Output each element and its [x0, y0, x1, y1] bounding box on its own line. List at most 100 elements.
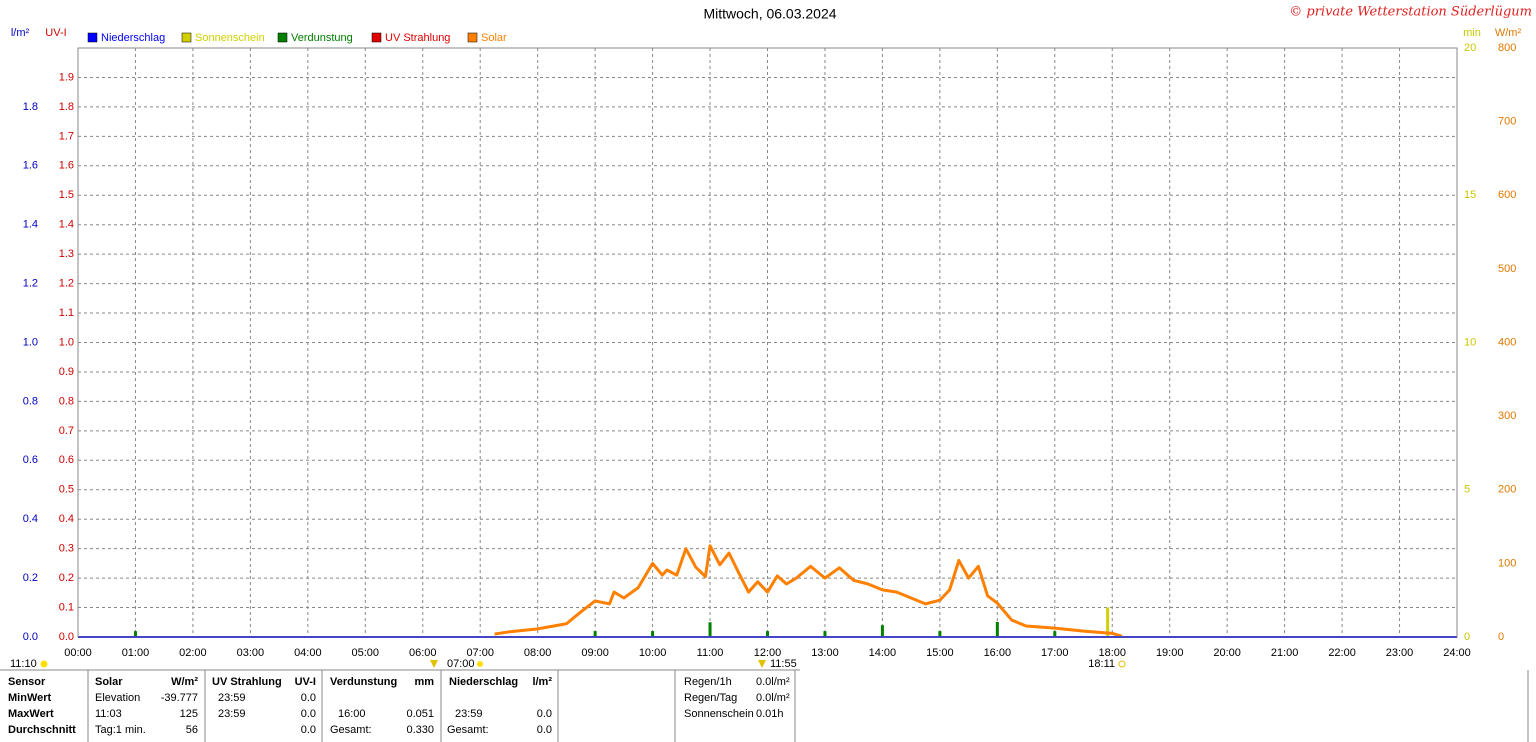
y-tick-label: 1.8 — [23, 101, 38, 113]
y-tick-label: 1.4 — [59, 219, 74, 231]
y-tick-label: 0.7 — [59, 425, 74, 437]
bar — [766, 631, 769, 637]
y-tick-label: 1.2 — [59, 278, 74, 290]
sun-icon — [1118, 660, 1126, 668]
legend-label: UV Strahlung — [385, 32, 450, 44]
legend-label: Niederschlag — [101, 32, 165, 44]
table-cell: 0.330 — [406, 724, 434, 736]
x-tick-label: 14:00 — [869, 647, 897, 659]
y-tick-label: 1.8 — [59, 101, 74, 113]
table-cell: Tag:1 min. — [95, 724, 146, 736]
y-tick-label: 10 — [1464, 336, 1476, 348]
y-tick-label: 0.2 — [59, 572, 74, 584]
y-tick-label: 15 — [1464, 189, 1476, 201]
y-tick-label: 0.8 — [23, 395, 38, 407]
table-header: W/m² — [171, 676, 198, 688]
bar — [1053, 631, 1057, 637]
bar — [708, 622, 712, 637]
table-header: Niederschlag — [449, 676, 518, 688]
y-tick-label: 1.5 — [59, 189, 74, 201]
y-tick-label: 1.6 — [23, 160, 38, 172]
axis-label: W/m² — [1495, 27, 1522, 39]
legend-swatch — [371, 32, 382, 43]
table-cell: Elevation — [95, 692, 140, 704]
marker-icon — [758, 660, 766, 668]
y-tick-label: 300 — [1498, 410, 1516, 422]
y-tick-label: 200 — [1498, 484, 1516, 496]
table-cell: 23:59 — [218, 708, 246, 720]
y-tick-label: 0 — [1498, 631, 1504, 643]
x-tick-label: 18:00 — [1098, 647, 1126, 659]
y-tick-label: 0.8 — [59, 395, 74, 407]
x-tick-label: 11:00 — [697, 647, 724, 659]
summary-label: Sonnenschein — [684, 708, 754, 720]
table-cell: 0.0 — [537, 708, 552, 720]
legend-label: Solar — [481, 32, 507, 44]
summary-label: Regen/1h — [684, 676, 732, 688]
table-cell: 0.0 — [537, 724, 552, 736]
y-tick-label: 0.2 — [23, 572, 38, 584]
table-cell: 56 — [186, 724, 198, 736]
y-tick-label: 1.0 — [59, 336, 74, 348]
table-cell: 0.051 — [406, 708, 434, 720]
x-tick-label: 00:00 — [64, 647, 92, 659]
bar — [995, 621, 999, 637]
y-tick-label: 400 — [1498, 336, 1516, 348]
y-tick-label: 1.4 — [23, 219, 38, 231]
table-cell: MinWert — [8, 692, 52, 704]
table-cell: 0.0 — [301, 692, 316, 704]
x-tick-label: 13:00 — [811, 647, 839, 659]
y-tick-label: 1.2 — [23, 278, 38, 290]
table-cell: 0.0 — [301, 724, 316, 736]
table-header: l/m² — [532, 676, 552, 688]
y-tick-label: 700 — [1498, 116, 1516, 128]
table-header: Solar — [95, 676, 123, 688]
y-tick-label: 500 — [1498, 263, 1516, 275]
y-tick-label: 0.5 — [59, 484, 74, 496]
y-tick-label: 0.0 — [23, 631, 38, 643]
legend-swatch — [181, 32, 192, 43]
table-cell: 125 — [180, 708, 198, 720]
table-cell: Gesamt: — [447, 724, 489, 736]
x-tick-label: 05:00 — [352, 647, 380, 659]
table-cell: 11:03 — [95, 708, 122, 720]
summary-value: 0.0l/m² — [756, 676, 790, 688]
y-tick-label: 0.6 — [59, 454, 74, 466]
y-tick-label: 1.9 — [59, 71, 74, 83]
axis-label: min — [1463, 27, 1481, 39]
table-cell: 16:00 — [338, 708, 366, 720]
axis-label: l/m² — [11, 27, 30, 39]
x-tick-label: 17:00 — [1041, 647, 1069, 659]
table-header: Sensor — [8, 676, 46, 688]
x-tick-label: 10:00 — [639, 647, 667, 659]
summary-value: 0.0l/m² — [756, 692, 790, 704]
x-tick-label: 08:00 — [524, 647, 552, 659]
bar — [823, 631, 827, 637]
y-tick-label: 0.1 — [59, 601, 74, 613]
annotation: 07:00 — [447, 658, 475, 670]
annotation: 11:10 — [10, 658, 37, 670]
x-tick-label: 01:00 — [122, 647, 150, 659]
y-tick-label: 0.4 — [59, 513, 74, 525]
x-tick-label: 09:00 — [581, 647, 609, 659]
legend-swatch — [277, 32, 288, 43]
table-cell: 0.0 — [301, 708, 316, 720]
y-tick-label: 0.3 — [59, 543, 74, 555]
table-header: UV-I — [295, 676, 316, 688]
table-lines — [0, 669, 1529, 742]
table-cell: Gesamt: — [330, 724, 372, 736]
y-tick-label: 1.3 — [59, 248, 74, 260]
annotation: 18:11 — [1088, 658, 1115, 670]
table-cell: Durchschnitt — [8, 724, 76, 736]
y-tick-label: 20 — [1464, 42, 1476, 54]
y-tick-label: 5 — [1464, 484, 1470, 496]
summary-label: Regen/Tag — [684, 692, 737, 704]
plot-frame — [77, 47, 1458, 638]
legend-label: Verdunstung — [291, 32, 353, 44]
axis-label: UV-I — [45, 27, 66, 39]
legend-swatch — [467, 32, 478, 43]
x-tick-label: 02:00 — [179, 647, 207, 659]
y-tick-label: 0.0 — [59, 631, 74, 643]
